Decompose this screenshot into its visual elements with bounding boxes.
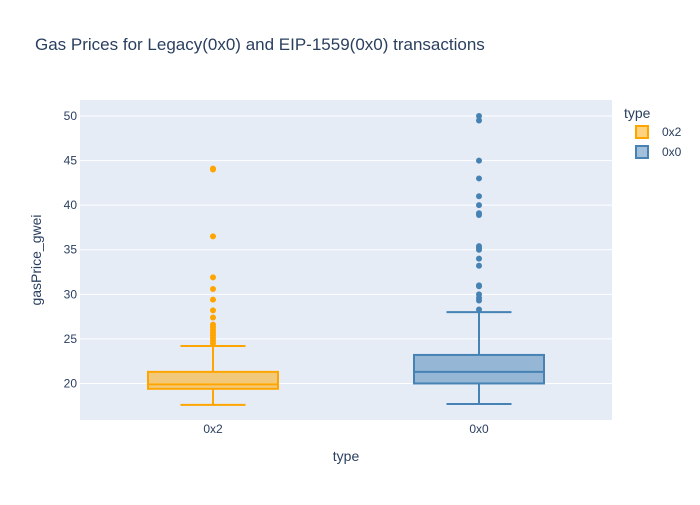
y-tick-label: 30 [64,287,78,301]
outlier-point [210,296,216,303]
outlier-point [476,202,482,209]
x-axis-title: type [333,448,360,464]
outlier-point [210,321,216,328]
outlier-point [476,282,482,289]
outlier-point [476,291,482,298]
chart-title: Gas Prices for Legacy(0x0) and EIP-1559(… [35,35,485,54]
legend-label: 0x2 [662,125,682,139]
legend-title: type [624,105,651,121]
legend-item-0x0: 0x0 [635,145,682,159]
legend-swatch [635,145,649,159]
outlier-point [210,314,216,321]
y-tick-label: 25 [64,332,78,346]
outlier-point [476,255,482,262]
outlier-point [476,193,482,200]
outlier-point [210,274,216,281]
box-series-0x2 [147,165,279,406]
y-tick-label: 45 [64,154,78,168]
outlier-point [476,175,482,182]
box-series [147,113,545,406]
y-axis-title: gasPrice_gwei [28,214,44,305]
box-iqr [147,370,279,390]
x-tick-label: 0x0 [469,422,489,436]
outlier-point [210,285,216,292]
y-tick-labels: 20 25 30 35 40 45 50 [64,109,78,390]
outlier-point [210,233,216,240]
y-tick-label: 35 [64,243,78,257]
outlier-point [210,307,216,314]
outlier-point [476,210,482,217]
x-tick-labels: 0x2 0x0 [203,422,489,436]
legend-label: 0x0 [662,145,682,159]
box-iqr [413,353,545,385]
y-tick-label: 50 [64,109,78,123]
x-tick-label: 0x2 [203,422,223,436]
y-tick-label: 20 [64,376,78,390]
legend-swatch [635,125,649,139]
legend-item-0x2: 0x2 [635,125,682,139]
y-tick-label: 40 [64,198,78,212]
outlier-point [210,165,216,172]
outlier-point [476,306,482,313]
box-series-0x0 [413,113,545,405]
outlier-point [476,113,482,120]
outlier-point [476,157,482,164]
outlier-point [476,243,482,250]
outlier-point [476,117,482,124]
outlier-point [476,262,482,269]
legend: type 0x2 0x0 [624,105,682,159]
